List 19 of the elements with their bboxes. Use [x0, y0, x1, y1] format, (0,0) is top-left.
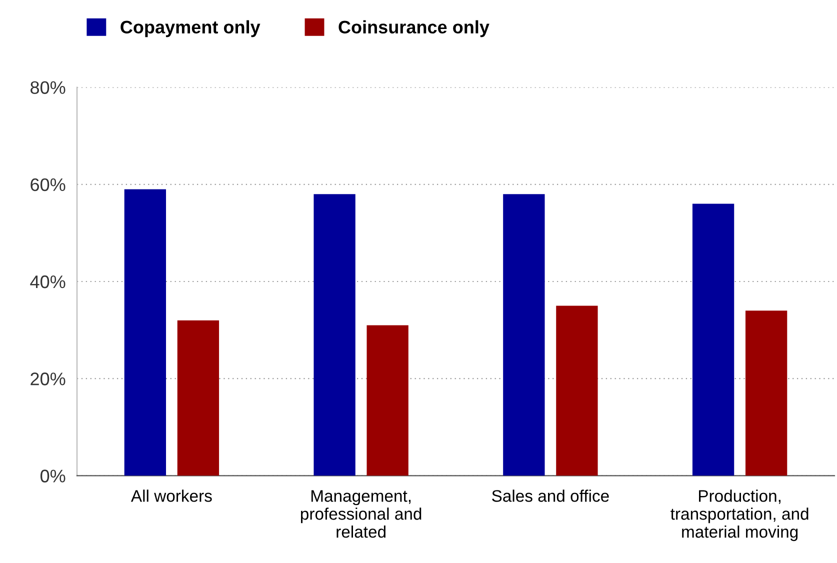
x-tick-label: Management, professional and related — [300, 490, 422, 538]
y-tick-label: 0% — [40, 470, 66, 482]
bar — [124, 189, 166, 476]
bar — [177, 320, 220, 476]
bar — [556, 306, 598, 476]
bar — [314, 194, 356, 476]
legend-label: Coinsurance only — [338, 20, 490, 38]
x-tick-label: Sales and office — [492, 490, 609, 502]
y-tick-label: 40% — [30, 275, 66, 288]
bar — [692, 204, 734, 476]
bar — [745, 310, 788, 476]
y-tick-label: 80% — [30, 81, 66, 94]
x-tick-label: Production, transportation, and material moving — [670, 490, 808, 542]
x-tick-label: All workers — [130, 490, 212, 502]
legend-label: Copayment only — [120, 20, 260, 38]
y-tick-label: 20% — [30, 372, 66, 386]
bar — [503, 194, 545, 476]
y-tick-label: 60% — [30, 178, 66, 192]
bar — [366, 325, 408, 476]
